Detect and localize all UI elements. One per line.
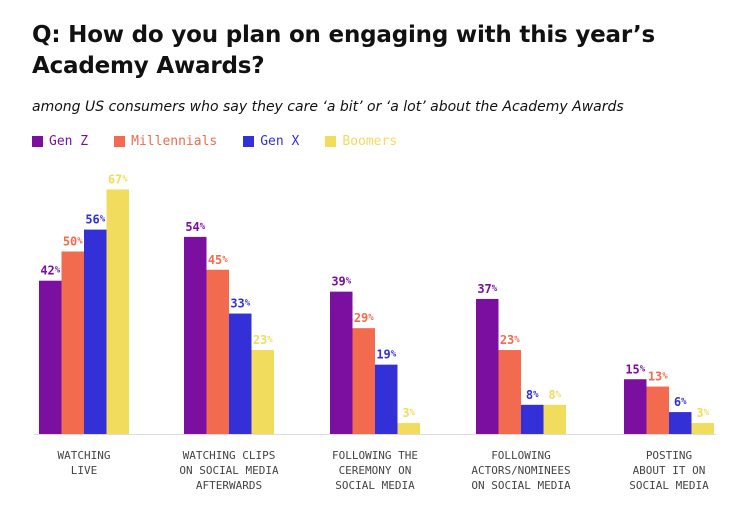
data-label-millennials-cat-3: 29% xyxy=(354,311,374,325)
legend-label-gen-z: Gen Z xyxy=(49,134,89,149)
legend-item-gen-x: Gen X xyxy=(243,134,299,149)
data-label-millennials-cat-2: 45% xyxy=(208,253,228,267)
bar-gen-z-cat-2 xyxy=(184,236,207,434)
data-label-boomers-cat-1: 67% xyxy=(108,172,128,186)
data-label-gen-z-cat-5: 15% xyxy=(625,362,645,376)
data-label-millennials-cat-4: 23% xyxy=(500,333,520,347)
legend-label-boomers: Boomers xyxy=(342,134,398,149)
data-label-millennials-cat-1: 50% xyxy=(63,235,83,249)
category-label-1: WATCHING LIVE xyxy=(58,449,111,477)
category-label-4: FOLLOWING ACTORS/NOMINEES ON SOCIAL MEDIA xyxy=(471,449,571,492)
bar-gen-x-cat-1 xyxy=(84,229,107,434)
data-label-gen-x-cat-3: 19% xyxy=(376,348,396,362)
bar-gen-x-cat-3 xyxy=(375,364,398,434)
legend: Gen Z Millennials Gen X Boomers xyxy=(32,134,397,149)
bar-boomers-cat-5 xyxy=(691,423,714,434)
chart-title: Q: How do you plan on engaging with this… xyxy=(32,22,655,79)
legend-label-millennials: Millennials xyxy=(131,134,218,149)
data-label-gen-z-cat-4: 37% xyxy=(477,282,497,296)
bar-gen-x-cat-2 xyxy=(229,313,252,434)
bar-boomers-cat-2 xyxy=(251,350,274,434)
legend-swatch-millennials xyxy=(114,136,126,147)
data-label-gen-z-cat-2: 54% xyxy=(185,220,205,234)
category-label-5: POSTING ABOUT IT ON SOCIAL MEDIA xyxy=(629,449,709,492)
bar-gen-z-cat-5 xyxy=(624,379,647,434)
bar-millennials-cat-1 xyxy=(61,251,84,434)
data-label-millennials-cat-5: 13% xyxy=(648,370,668,384)
bar-gen-z-cat-4 xyxy=(476,298,499,434)
data-label-gen-x-cat-4: 8% xyxy=(526,388,539,402)
data-label-gen-x-cat-1: 56% xyxy=(85,213,105,227)
bar-boomers-cat-4 xyxy=(543,404,566,434)
data-label-boomers-cat-5: 3% xyxy=(696,406,709,420)
legend-item-boomers: Boomers xyxy=(325,134,397,149)
chart-subtitle: among US consumers who say they care ‘a … xyxy=(32,99,624,115)
legend-label-gen-x: Gen X xyxy=(260,134,300,149)
category-label-2: WATCHING CLIPS ON SOCIAL MEDIA AFTERWARDS xyxy=(179,449,279,492)
legend-item-millennials: Millennials xyxy=(114,134,217,149)
category-label-3: FOLLOWING THE CEREMONY ON SOCIAL MEDIA xyxy=(332,449,418,492)
bar-millennials-cat-3 xyxy=(352,328,375,434)
bar-millennials-cat-5 xyxy=(646,386,669,434)
data-label-gen-z-cat-1: 42% xyxy=(40,264,60,278)
bar-gen-x-cat-5 xyxy=(669,412,692,434)
bar-boomers-cat-1 xyxy=(106,189,129,434)
bar-millennials-cat-4 xyxy=(498,350,521,434)
bar-gen-z-cat-1 xyxy=(39,280,62,434)
data-label-gen-z-cat-3: 39% xyxy=(331,275,351,289)
legend-swatch-gen-x xyxy=(243,136,255,147)
bar-millennials-cat-2 xyxy=(206,269,229,434)
legend-swatch-boomers xyxy=(325,136,337,147)
bar-boomers-cat-3 xyxy=(397,423,420,434)
data-label-boomers-cat-4: 8% xyxy=(548,388,561,402)
bar-gen-z-cat-3 xyxy=(330,291,353,434)
data-label-boomers-cat-2: 23% xyxy=(253,333,273,347)
legend-swatch-gen-z xyxy=(32,136,43,147)
data-label-gen-x-cat-5: 6% xyxy=(674,395,687,409)
bar-gen-x-cat-4 xyxy=(521,404,544,434)
data-label-gen-x-cat-2: 33% xyxy=(230,297,250,311)
data-label-boomers-cat-3: 3% xyxy=(402,406,415,420)
legend-item-gen-z: Gen Z xyxy=(32,134,88,149)
